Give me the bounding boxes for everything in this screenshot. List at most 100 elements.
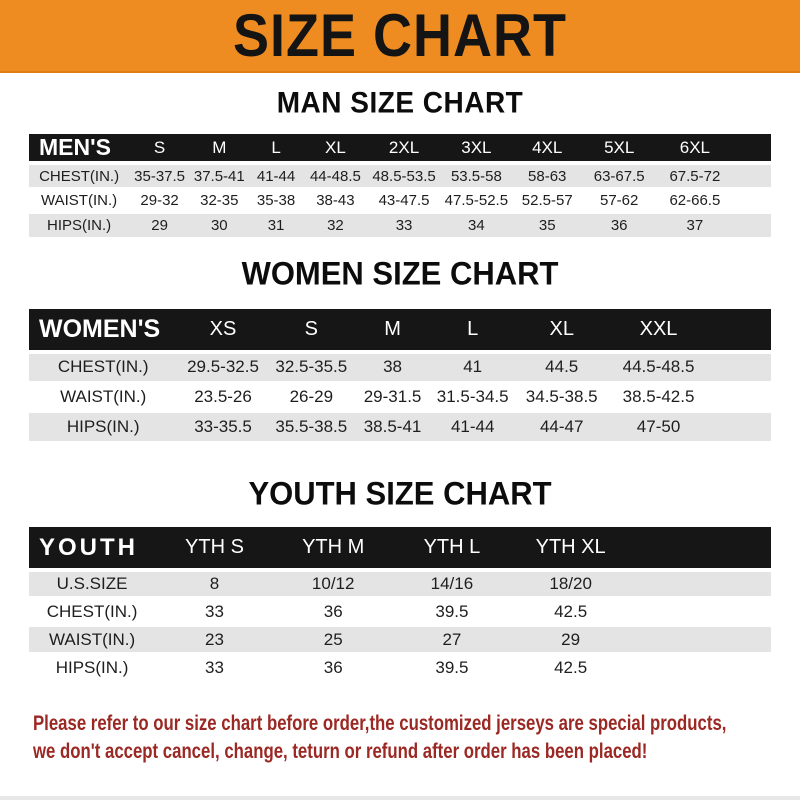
column-header: YTH M (273, 527, 393, 573)
row-label: HIPS(IN.) (29, 411, 178, 443)
row-label: U.S.SIZE (29, 570, 156, 599)
size-value-cell: 63-67.5 (582, 163, 656, 190)
size-value-cell: 29.5-32.5 (177, 351, 269, 383)
size-value-cell: 41-44 (431, 411, 515, 443)
table-title-cell: MEN'S (29, 134, 130, 166)
spacer-cell (630, 626, 771, 655)
size-value-cell: 34.5-38.5 (514, 381, 610, 413)
men-size-table: MEN'S S M L XL 2XL 3XL 4XL 5XL 6XL CHEST… (29, 134, 771, 240)
youth-size-table: YOUTH YTH S YTH M YTH L YTH XL U.S.SIZE … (29, 527, 771, 684)
size-value-cell: 41-44 (248, 163, 304, 190)
spacer-cell (630, 597, 771, 628)
table-row: HIPS(IN.) 33-35.5 35.5-38.5 38.5-41 41-4… (29, 411, 771, 443)
size-value-cell: 42.5 (511, 597, 630, 628)
row-label: CHEST(IN.) (29, 351, 178, 383)
page-title: SIZE CHART (233, 1, 567, 70)
size-value-cell: 26-29 (268, 381, 354, 413)
size-value-cell: 25 (273, 626, 393, 655)
table-row: CHEST(IN.) 29.5-32.5 32.5-35.5 38 41 44.… (29, 351, 771, 383)
size-value-cell: 43-47.5 (367, 188, 441, 215)
size-value-cell: 34 (440, 213, 512, 240)
size-value-cell: 33 (155, 653, 274, 684)
size-value-cell: 30 (190, 213, 249, 240)
size-value-cell: 8 (155, 570, 274, 599)
bottom-edge-divider (0, 796, 800, 800)
size-value-cell: 44.5 (514, 351, 610, 383)
column-header: YTH XL (511, 527, 630, 573)
row-label: WAIST(IN.) (29, 626, 156, 655)
column-header: L (431, 308, 515, 354)
spacer-cell (707, 308, 771, 354)
spacer-cell (733, 163, 771, 190)
column-header: XS (177, 308, 269, 354)
size-value-cell: 37.5-41 (190, 163, 249, 190)
size-value-cell: 29 (511, 626, 630, 655)
column-header: M (353, 308, 432, 354)
youth-header-row: YOUTH YTH S YTH M YTH L YTH XL (29, 527, 771, 573)
spacer-cell (733, 134, 771, 166)
size-value-cell: 44.5-48.5 (609, 351, 708, 383)
table-row: HIPS(IN.) 29 30 31 32 33 34 35 36 37 (29, 213, 771, 240)
size-value-cell: 23.5-26 (177, 381, 269, 413)
row-label: HIPS(IN.) (29, 213, 130, 240)
size-value-cell: 58-63 (511, 163, 583, 190)
row-label: WAIST(IN.) (29, 188, 130, 215)
size-value-cell: 52.5-57 (511, 188, 583, 215)
men-section-title: MAN SIZE CHART (276, 86, 524, 119)
size-value-cell: 31.5-34.5 (431, 381, 515, 413)
size-value-cell: 38 (353, 351, 432, 383)
size-value-cell: 36 (273, 597, 393, 628)
size-value-cell: 53.5-58 (440, 163, 512, 190)
column-header: XXL (609, 308, 708, 354)
size-value-cell: 33-35.5 (177, 411, 269, 443)
size-value-cell: 42.5 (511, 653, 630, 684)
row-label: WAIST(IN.) (29, 381, 178, 413)
size-value-cell: 35 (511, 213, 583, 240)
size-value-cell: 33 (367, 213, 441, 240)
banner: SIZE CHART (0, 0, 800, 73)
size-value-cell: 44-47 (514, 411, 610, 443)
size-value-cell: 23 (155, 626, 274, 655)
column-header: 2XL (367, 134, 441, 166)
size-value-cell: 38.5-42.5 (609, 381, 708, 413)
size-value-cell: 14/16 (392, 570, 512, 599)
column-header: YTH S (155, 527, 274, 573)
women-header-row: WOMEN'S XS S M L XL XXL (29, 308, 771, 354)
column-header: 3XL (440, 134, 512, 166)
column-header: 4XL (511, 134, 583, 166)
size-value-cell: 36 (582, 213, 656, 240)
order-notice: Please refer to our size chart before or… (33, 709, 770, 765)
table-row: WAIST(IN.) 23 25 27 29 (29, 626, 771, 655)
size-value-cell: 37 (655, 213, 734, 240)
table-title-cell: WOMEN'S (29, 308, 178, 354)
column-header: 6XL (655, 134, 734, 166)
size-value-cell: 35.5-38.5 (268, 411, 354, 443)
size-value-cell: 32-35 (190, 188, 249, 215)
notice-line-2: we don't accept cancel, change, teturn o… (33, 739, 648, 764)
table-row: WAIST(IN.) 29-32 32-35 35-38 38-43 43-47… (29, 188, 771, 215)
table-row: HIPS(IN.) 33 36 39.5 42.5 (29, 653, 771, 684)
size-value-cell: 38.5-41 (353, 411, 432, 443)
size-value-cell: 29 (129, 213, 190, 240)
column-header: YTH L (392, 527, 512, 573)
size-value-cell: 29-31.5 (353, 381, 432, 413)
size-value-cell: 39.5 (392, 597, 512, 628)
table-row: CHEST(IN.) 33 36 39.5 42.5 (29, 597, 771, 628)
size-value-cell: 47-50 (609, 411, 708, 443)
size-value-cell: 35-38 (248, 188, 304, 215)
size-value-cell: 47.5-52.5 (440, 188, 512, 215)
women-size-table: WOMEN'S XS S M L XL XXL CHEST(IN.) 29.5-… (29, 308, 771, 443)
row-label: CHEST(IN.) (29, 163, 130, 190)
size-value-cell: 48.5-53.5 (367, 163, 441, 190)
spacer-cell (630, 570, 771, 599)
size-value-cell: 57-62 (582, 188, 656, 215)
column-header: XL (514, 308, 610, 354)
size-value-cell: 62-66.5 (655, 188, 734, 215)
size-value-cell: 18/20 (511, 570, 630, 599)
women-section-title: WOMEN SIZE CHART (241, 255, 559, 293)
column-header: S (268, 308, 354, 354)
column-header: XL (303, 134, 368, 166)
size-value-cell: 31 (248, 213, 304, 240)
spacer-cell (733, 213, 771, 240)
